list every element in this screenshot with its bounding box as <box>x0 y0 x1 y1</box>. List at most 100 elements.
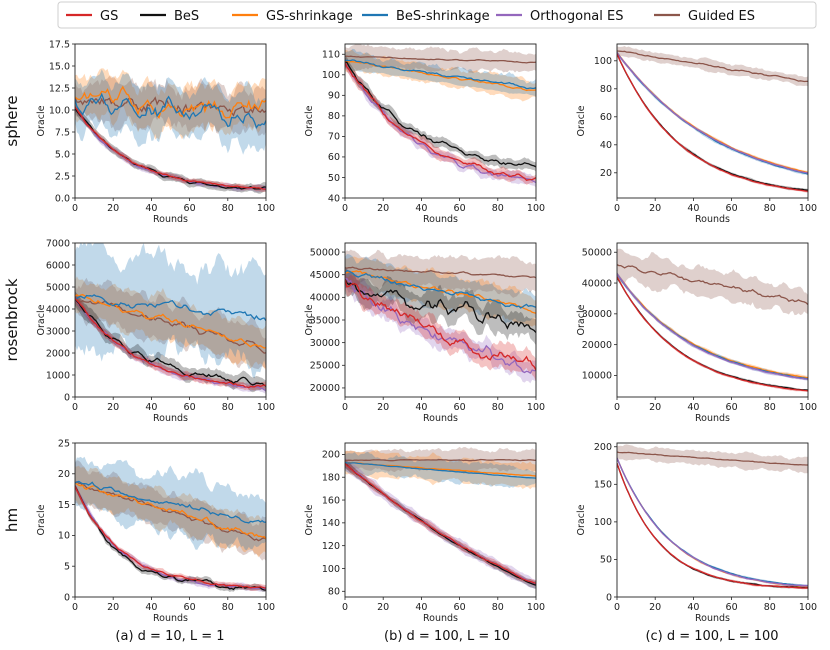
y-tick-label: 90 <box>328 91 340 102</box>
y-tick-label: 30000 <box>582 309 612 320</box>
series-line-bes-shrinkage <box>345 461 536 479</box>
y-tick-label: 100 <box>594 517 612 528</box>
legend-entry: GS-shrinkage <box>232 9 353 24</box>
chart-panel-c-sphere: 0 20 40 60 80 100 20 40 60 80 100 Rounds Oracle <box>576 43 817 225</box>
y-tick-label: 30000 <box>310 338 340 349</box>
chart-panel-c-hm: 0 20 40 60 80 100 0 50 100 150 200 Rounds Oracle <box>576 442 817 624</box>
series-band-bes <box>75 290 266 393</box>
series-bands <box>617 46 808 193</box>
x-tick-label: 0 <box>342 203 348 214</box>
series-band-guided-es <box>75 277 266 370</box>
x-axis-label: Rounds <box>423 413 458 424</box>
legend-entry: Guided ES <box>654 9 755 24</box>
x-tick-label: 60 <box>454 602 466 613</box>
legend-entry: GS <box>66 9 118 24</box>
y-axis-label: Oracle <box>36 504 47 535</box>
x-tick-label: 20 <box>649 402 661 413</box>
series-line-bes-shrinkage <box>75 294 266 322</box>
y-tick-label: 0.0 <box>55 193 70 204</box>
series-band-orthogonal-es <box>345 268 536 384</box>
series-line-bes <box>75 297 266 387</box>
series-band-guided-es <box>345 249 536 298</box>
series-band-guided-es <box>345 44 536 74</box>
series-line-guided-es <box>345 458 536 462</box>
x-tick-label: 0 <box>342 402 348 413</box>
series-band-orthogonal-es <box>345 457 536 589</box>
series-band-gs-shrinkage <box>75 276 266 371</box>
series-bands <box>75 68 266 194</box>
y-tick-label: 70 <box>328 132 340 143</box>
series-band-guided-es <box>345 446 536 475</box>
y-tick-label: 40000 <box>310 293 340 304</box>
series-line-gs <box>75 106 266 190</box>
y-tick-label: 20 <box>58 469 70 480</box>
x-tick-label: 20 <box>107 602 119 613</box>
series-line-gs <box>75 297 266 389</box>
y-tick-label: 0 <box>64 392 70 403</box>
series-line-gs <box>345 279 536 371</box>
row-label-sphere: sphere <box>3 95 21 146</box>
y-tick-label: 2000 <box>46 348 70 359</box>
y-tick-label: 100 <box>322 564 340 575</box>
series-line-gs <box>617 276 808 392</box>
y-axis-label: Oracle <box>304 304 315 335</box>
x-tick-label: 40 <box>415 602 427 613</box>
x-tick-label: 40 <box>687 402 699 413</box>
y-tick-label: 40000 <box>582 278 612 289</box>
y-tick-label: 50000 <box>582 248 612 259</box>
x-tick-label: 80 <box>222 402 234 413</box>
y-tick-label: 110 <box>322 50 340 61</box>
y-tick-label: 50 <box>328 173 340 184</box>
series-line-guided-es <box>75 480 266 542</box>
y-tick-label: 200 <box>594 442 612 453</box>
chart-panel-b-hm: 0 20 40 60 80 100 80 100 120 140 160 180 200 Rounds Or… <box>304 442 545 624</box>
plot-frame <box>344 43 537 199</box>
series-lines <box>75 480 266 591</box>
y-tick-label: 3000 <box>46 326 70 337</box>
series-band-bes-shrinkage <box>75 456 266 551</box>
x-tick-label: 80 <box>764 203 776 214</box>
series-line-gs <box>617 53 808 192</box>
y-tick-label: 7.5 <box>55 127 70 138</box>
x-tick-label: 60 <box>184 203 196 214</box>
x-tick-label: 20 <box>377 402 389 413</box>
plot-frame <box>616 43 809 199</box>
x-axis-label: Rounds <box>695 413 730 424</box>
x-axis-label: Rounds <box>423 214 458 225</box>
y-tick-label: 20000 <box>310 383 340 394</box>
legend-label: BeS <box>174 9 199 24</box>
y-axis-label: Oracle <box>36 105 47 136</box>
x-tick-label: 80 <box>222 203 234 214</box>
y-axis-label: Oracle <box>304 504 315 535</box>
x-tick-label: 20 <box>649 602 661 613</box>
y-tick-label: 100 <box>594 56 612 67</box>
y-tick-label: 50000 <box>310 247 340 258</box>
legend-label: Orthogonal ES <box>530 9 624 24</box>
y-tick-label: 80 <box>328 111 340 122</box>
series-band-guided-es <box>75 460 266 561</box>
x-axis-label: Rounds <box>423 613 458 624</box>
series-lines <box>345 55 536 184</box>
column-caption: (b) d = 100, L = 10 <box>384 629 510 644</box>
series-line-gs <box>345 463 536 585</box>
series-line-guided-es <box>617 50 808 83</box>
series-line-guided-es <box>617 451 808 466</box>
chart-panel-b-rosenbrock: 0 20 40 60 80 100 20000 25000 30000 35000 40000 450… <box>304 242 545 424</box>
series-line-bes-shrinkage <box>75 92 266 129</box>
x-tick-label: 60 <box>726 402 738 413</box>
x-tick-label: 80 <box>764 402 776 413</box>
y-tick-label: 40 <box>600 140 612 151</box>
legend-entry: Orthogonal ES <box>496 9 624 24</box>
series-line-gs-shrinkage <box>75 293 266 349</box>
y-tick-label: 10000 <box>582 371 612 382</box>
series-lines <box>75 85 266 190</box>
y-tick-label: 2.5 <box>55 171 70 182</box>
legend-label: GS-shrinkage <box>266 9 353 24</box>
series-line-orthogonal-es <box>617 457 808 587</box>
series-line-gs-shrinkage <box>75 482 266 540</box>
y-tick-label: 0 <box>606 592 612 603</box>
series-line-orthogonal-es <box>617 52 808 174</box>
series-bands <box>75 456 266 592</box>
legend: GS BeS GS-shrinkage BeS-shrinkage Orthogonal… <box>57 1 817 29</box>
